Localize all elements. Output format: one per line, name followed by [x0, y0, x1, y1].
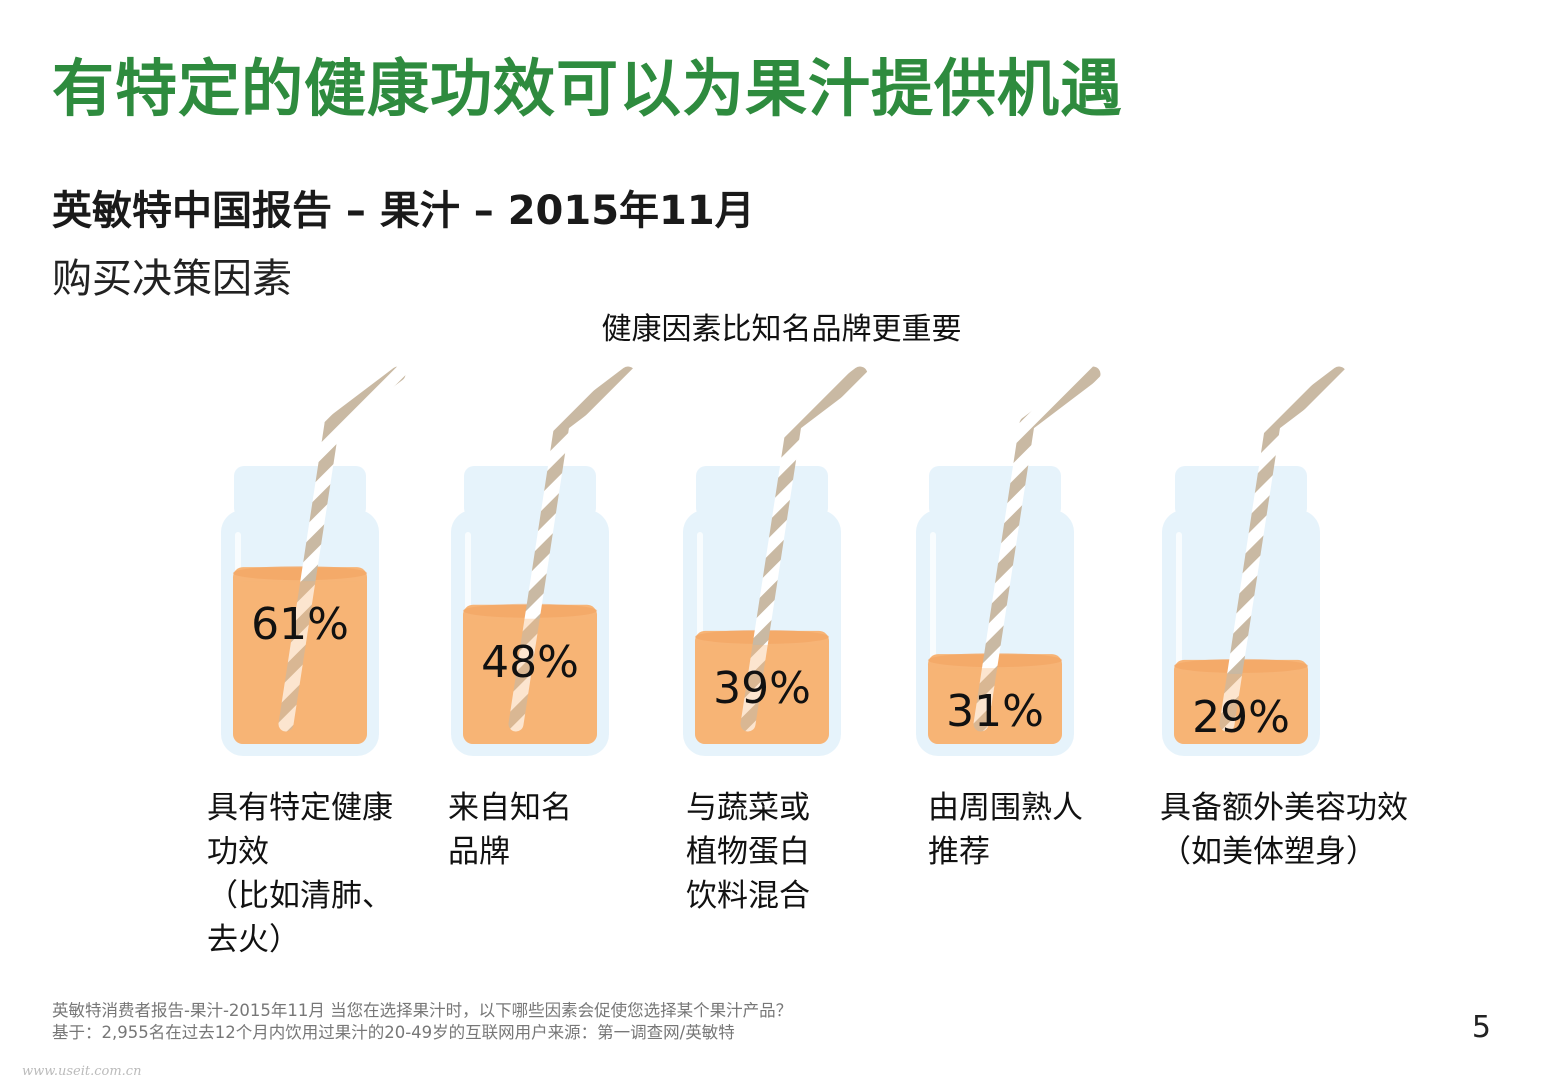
jar-neck-3 [696, 466, 828, 518]
section-title: 购买决策因素 [52, 256, 292, 302]
category-label-4: 由周围熟人 推荐 [928, 790, 1083, 870]
value-label-2: 48% [481, 637, 579, 688]
juice-overlay-3 [695, 644, 829, 744]
value-label-3: 39% [713, 663, 811, 714]
jar-neck-1 [234, 466, 366, 518]
value-label-5: 29% [1192, 692, 1290, 743]
value-label-1: 61% [251, 599, 349, 650]
footer-note: 英敏特消费者报告-果汁-2015年11月 当您在选择果汁时，以下哪些因素会促使您… [52, 1000, 792, 1044]
category-label-1: 具有特定健康 功效 （比如清肺、 去火） [207, 790, 393, 958]
category-label-2: 来自知名 品牌 [448, 790, 572, 870]
footer-line-2: 基于：2,955名在过去12个月内饮用过果汁的20-49岁的互联网用户来源：第一… [52, 1023, 735, 1042]
bar-4 [928, 654, 1062, 744]
straw-top-1 [324, 366, 406, 432]
straw-3 [740, 416, 802, 732]
main-title: 有特定的健康功效可以为果汁提供机遇 [52, 52, 1124, 125]
jar-neck-4 [929, 466, 1061, 518]
straw-top-5 [1265, 366, 1347, 432]
jar-highlight-5 [1176, 532, 1182, 702]
juice-overlay-2 [463, 618, 597, 744]
chart-title: 健康因素比知名品牌更重要 [601, 312, 962, 347]
page-number: 5 [1471, 1010, 1491, 1045]
jar-neck-5 [1175, 466, 1307, 518]
report-title: 英敏特中国报告 – 果汁 – 2015年11月 [52, 188, 755, 234]
juice-overlay-4 [928, 668, 1062, 744]
jar-neck-2 [464, 466, 596, 518]
straw-1 [278, 416, 340, 732]
bar-5 [1174, 659, 1308, 744]
juice-overlay-5 [1174, 673, 1308, 744]
footer-line-1: 英敏特消费者报告-果汁-2015年11月 当您在选择果汁时，以下哪些因素会促使您… [52, 1001, 793, 1020]
straw-top-4 [1019, 366, 1101, 432]
straw-top-3 [786, 366, 868, 432]
straw-2 [508, 416, 570, 732]
juice-surface-1 [233, 566, 367, 581]
bar-3 [695, 630, 829, 744]
straw-top-2 [554, 366, 636, 432]
category-label-5: 具备额外美容功效 （如美体塑身） [1160, 790, 1408, 870]
category-label-3: 与蔬菜或 植物蛋白 饮料混合 [686, 790, 810, 914]
straw-4 [973, 416, 1035, 732]
straw-5 [1219, 416, 1281, 732]
watermark: www.useit.com.cn [22, 1064, 142, 1079]
value-label-4: 31% [946, 686, 1044, 737]
juice-overlay-1 [233, 581, 367, 744]
